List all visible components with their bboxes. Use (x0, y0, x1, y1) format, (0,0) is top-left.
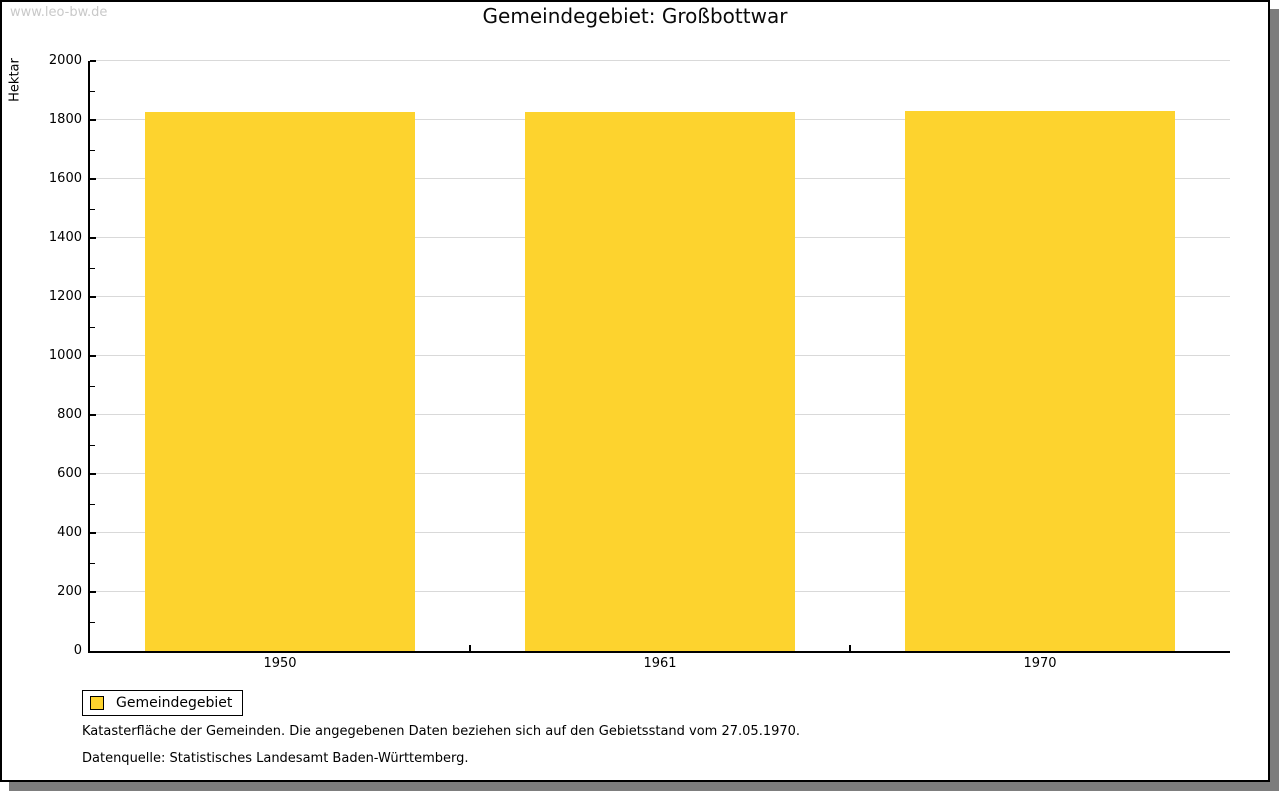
y-axis-title: Hektar (7, 58, 23, 102)
x-axis-tick-label: 1961 (643, 656, 677, 671)
x-axis-boundary-tick (469, 645, 471, 651)
y-axis-major-tick (90, 178, 96, 180)
y-axis-tick-label: 200 (57, 584, 82, 599)
y-axis-major-tick (90, 355, 96, 357)
y-axis-tick-label: 1800 (48, 112, 82, 127)
y-axis-major-tick (90, 414, 96, 416)
x-axis-tick-label: 1950 (263, 656, 297, 671)
y-axis-minor-tick (90, 562, 95, 564)
y-axis-tick-label: 1400 (48, 230, 82, 245)
watermark-text: www.leo-bw.de (10, 5, 108, 20)
y-axis-major-tick (90, 473, 96, 475)
y-axis-major-tick (90, 296, 96, 298)
y-axis-minor-tick (90, 149, 95, 151)
y-axis-tick-label: 800 (57, 407, 82, 422)
x-axis-boundary-tick (849, 645, 851, 651)
bar-1950 (145, 112, 415, 651)
y-axis-minor-tick (90, 326, 95, 328)
y-axis-major-tick (90, 119, 96, 121)
y-axis-tick-label: 1600 (48, 171, 82, 186)
y-axis-minor-tick (90, 621, 95, 623)
y-axis-minor-tick (90, 208, 95, 210)
chart-title: Gemeindegebiet: Großbottwar (482, 4, 788, 28)
y-axis-major-tick (90, 60, 96, 62)
x-axis-tick-label: 1970 (1023, 656, 1057, 671)
footnote-source: Datenquelle: Statistisches Landesamt Bad… (82, 751, 469, 766)
y-axis-tick-label: 2000 (48, 53, 82, 68)
y-axis-major-tick (90, 237, 96, 239)
y-axis-tick-label: 1000 (48, 348, 82, 363)
y-axis-major-tick (90, 532, 96, 534)
y-axis-minor-tick (90, 267, 95, 269)
legend-box: Gemeindegebiet (82, 690, 244, 716)
y-axis-tick-label: 0 (73, 643, 82, 658)
legend-swatch-icon (90, 696, 104, 710)
y-axis-minor-tick (90, 90, 95, 92)
y-axis-minor-tick (90, 444, 95, 446)
bar-1970 (905, 111, 1175, 651)
legend-label: Gemeindegebiet (116, 695, 233, 711)
y-axis-tick-label: 1200 (48, 289, 82, 304)
bar-1961 (525, 112, 795, 651)
y-axis-major-tick (90, 591, 96, 593)
plot-area: 1950 1961 1970 (88, 60, 1230, 671)
y-axis-tick-label: 400 (57, 525, 82, 540)
y-axis-tick-labels: 0 200 400 600 800 1000 1200 1400 1600 1800 2000 (38, 54, 82, 658)
y-gridline (90, 60, 1230, 61)
y-axis-tick-label: 600 (57, 466, 82, 481)
y-axis-minor-tick (90, 503, 95, 505)
footnote-description: Katasterfläche der Gemeinden. Die angege… (82, 724, 801, 739)
y-axis-minor-tick (90, 385, 95, 387)
